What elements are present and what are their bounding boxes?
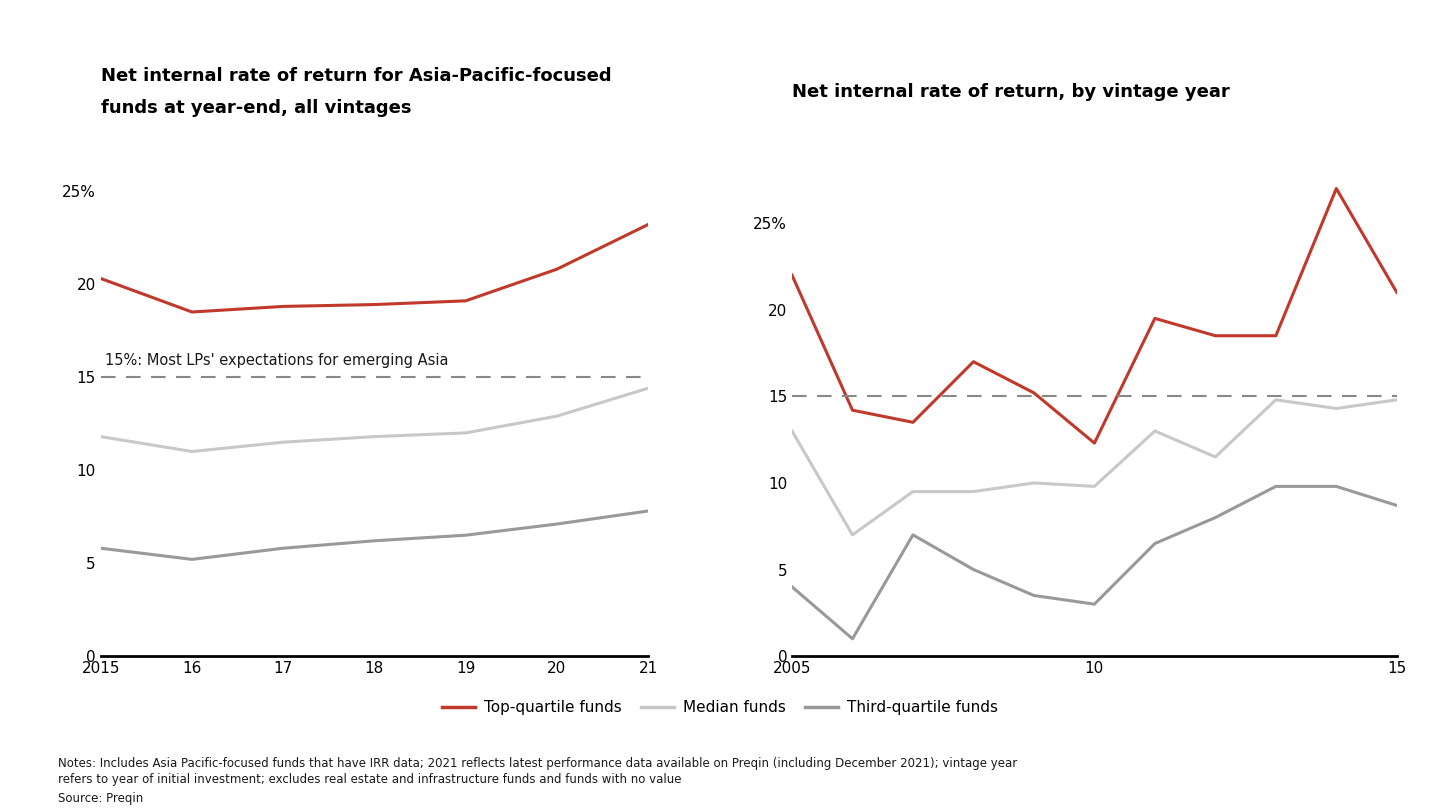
Text: Net internal rate of return for Asia-Pacific-focused: Net internal rate of return for Asia-Pac… [101, 67, 612, 85]
Text: 15%: Most LPs' expectations for emerging Asia: 15%: Most LPs' expectations for emerging… [105, 353, 449, 368]
Text: refers to year of initial investment; excludes real estate and infrastructure fu: refers to year of initial investment; ex… [58, 773, 681, 786]
Text: Notes: Includes Asia Pacific-focused funds that have IRR data; 2021 reflects lat: Notes: Includes Asia Pacific-focused fun… [58, 757, 1017, 770]
Text: funds at year-end, all vintages: funds at year-end, all vintages [101, 100, 412, 117]
Legend: Top-quartile funds, Median funds, Third-quartile funds: Top-quartile funds, Median funds, Third-… [435, 694, 1005, 722]
Text: Source: Preqin: Source: Preqin [58, 792, 143, 805]
Text: Net internal rate of return, by vintage year: Net internal rate of return, by vintage … [792, 83, 1230, 101]
